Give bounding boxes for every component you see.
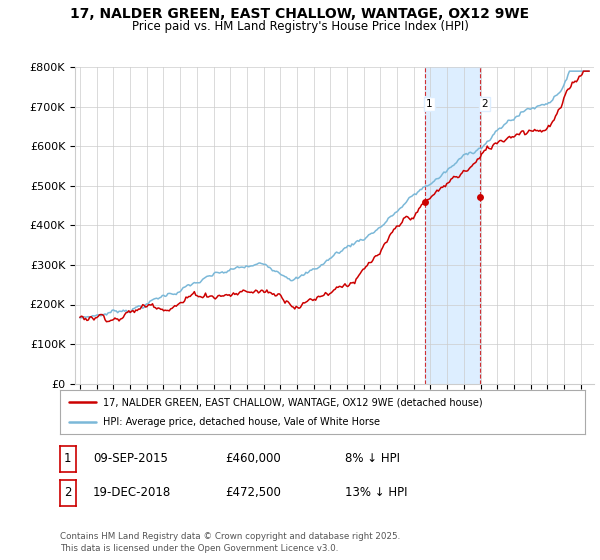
Text: 1: 1	[426, 99, 433, 109]
Text: 1: 1	[64, 452, 71, 465]
Text: 8% ↓ HPI: 8% ↓ HPI	[345, 452, 400, 465]
Text: 2: 2	[481, 99, 487, 109]
Text: £472,500: £472,500	[225, 486, 281, 500]
Text: £460,000: £460,000	[225, 452, 281, 465]
Text: HPI: Average price, detached house, Vale of White Horse: HPI: Average price, detached house, Vale…	[103, 417, 380, 427]
Text: 17, NALDER GREEN, EAST CHALLOW, WANTAGE, OX12 9WE: 17, NALDER GREEN, EAST CHALLOW, WANTAGE,…	[70, 7, 530, 21]
Text: 13% ↓ HPI: 13% ↓ HPI	[345, 486, 407, 500]
Text: Price paid vs. HM Land Registry's House Price Index (HPI): Price paid vs. HM Land Registry's House …	[131, 20, 469, 33]
Text: 2: 2	[64, 486, 71, 500]
Bar	[425, 67, 480, 384]
Text: 09-SEP-2015: 09-SEP-2015	[93, 452, 168, 465]
Text: 19-DEC-2018: 19-DEC-2018	[93, 486, 171, 500]
Text: 17, NALDER GREEN, EAST CHALLOW, WANTAGE, OX12 9WE (detached house): 17, NALDER GREEN, EAST CHALLOW, WANTAGE,…	[103, 397, 482, 407]
Text: Contains HM Land Registry data © Crown copyright and database right 2025.
This d: Contains HM Land Registry data © Crown c…	[60, 532, 400, 553]
